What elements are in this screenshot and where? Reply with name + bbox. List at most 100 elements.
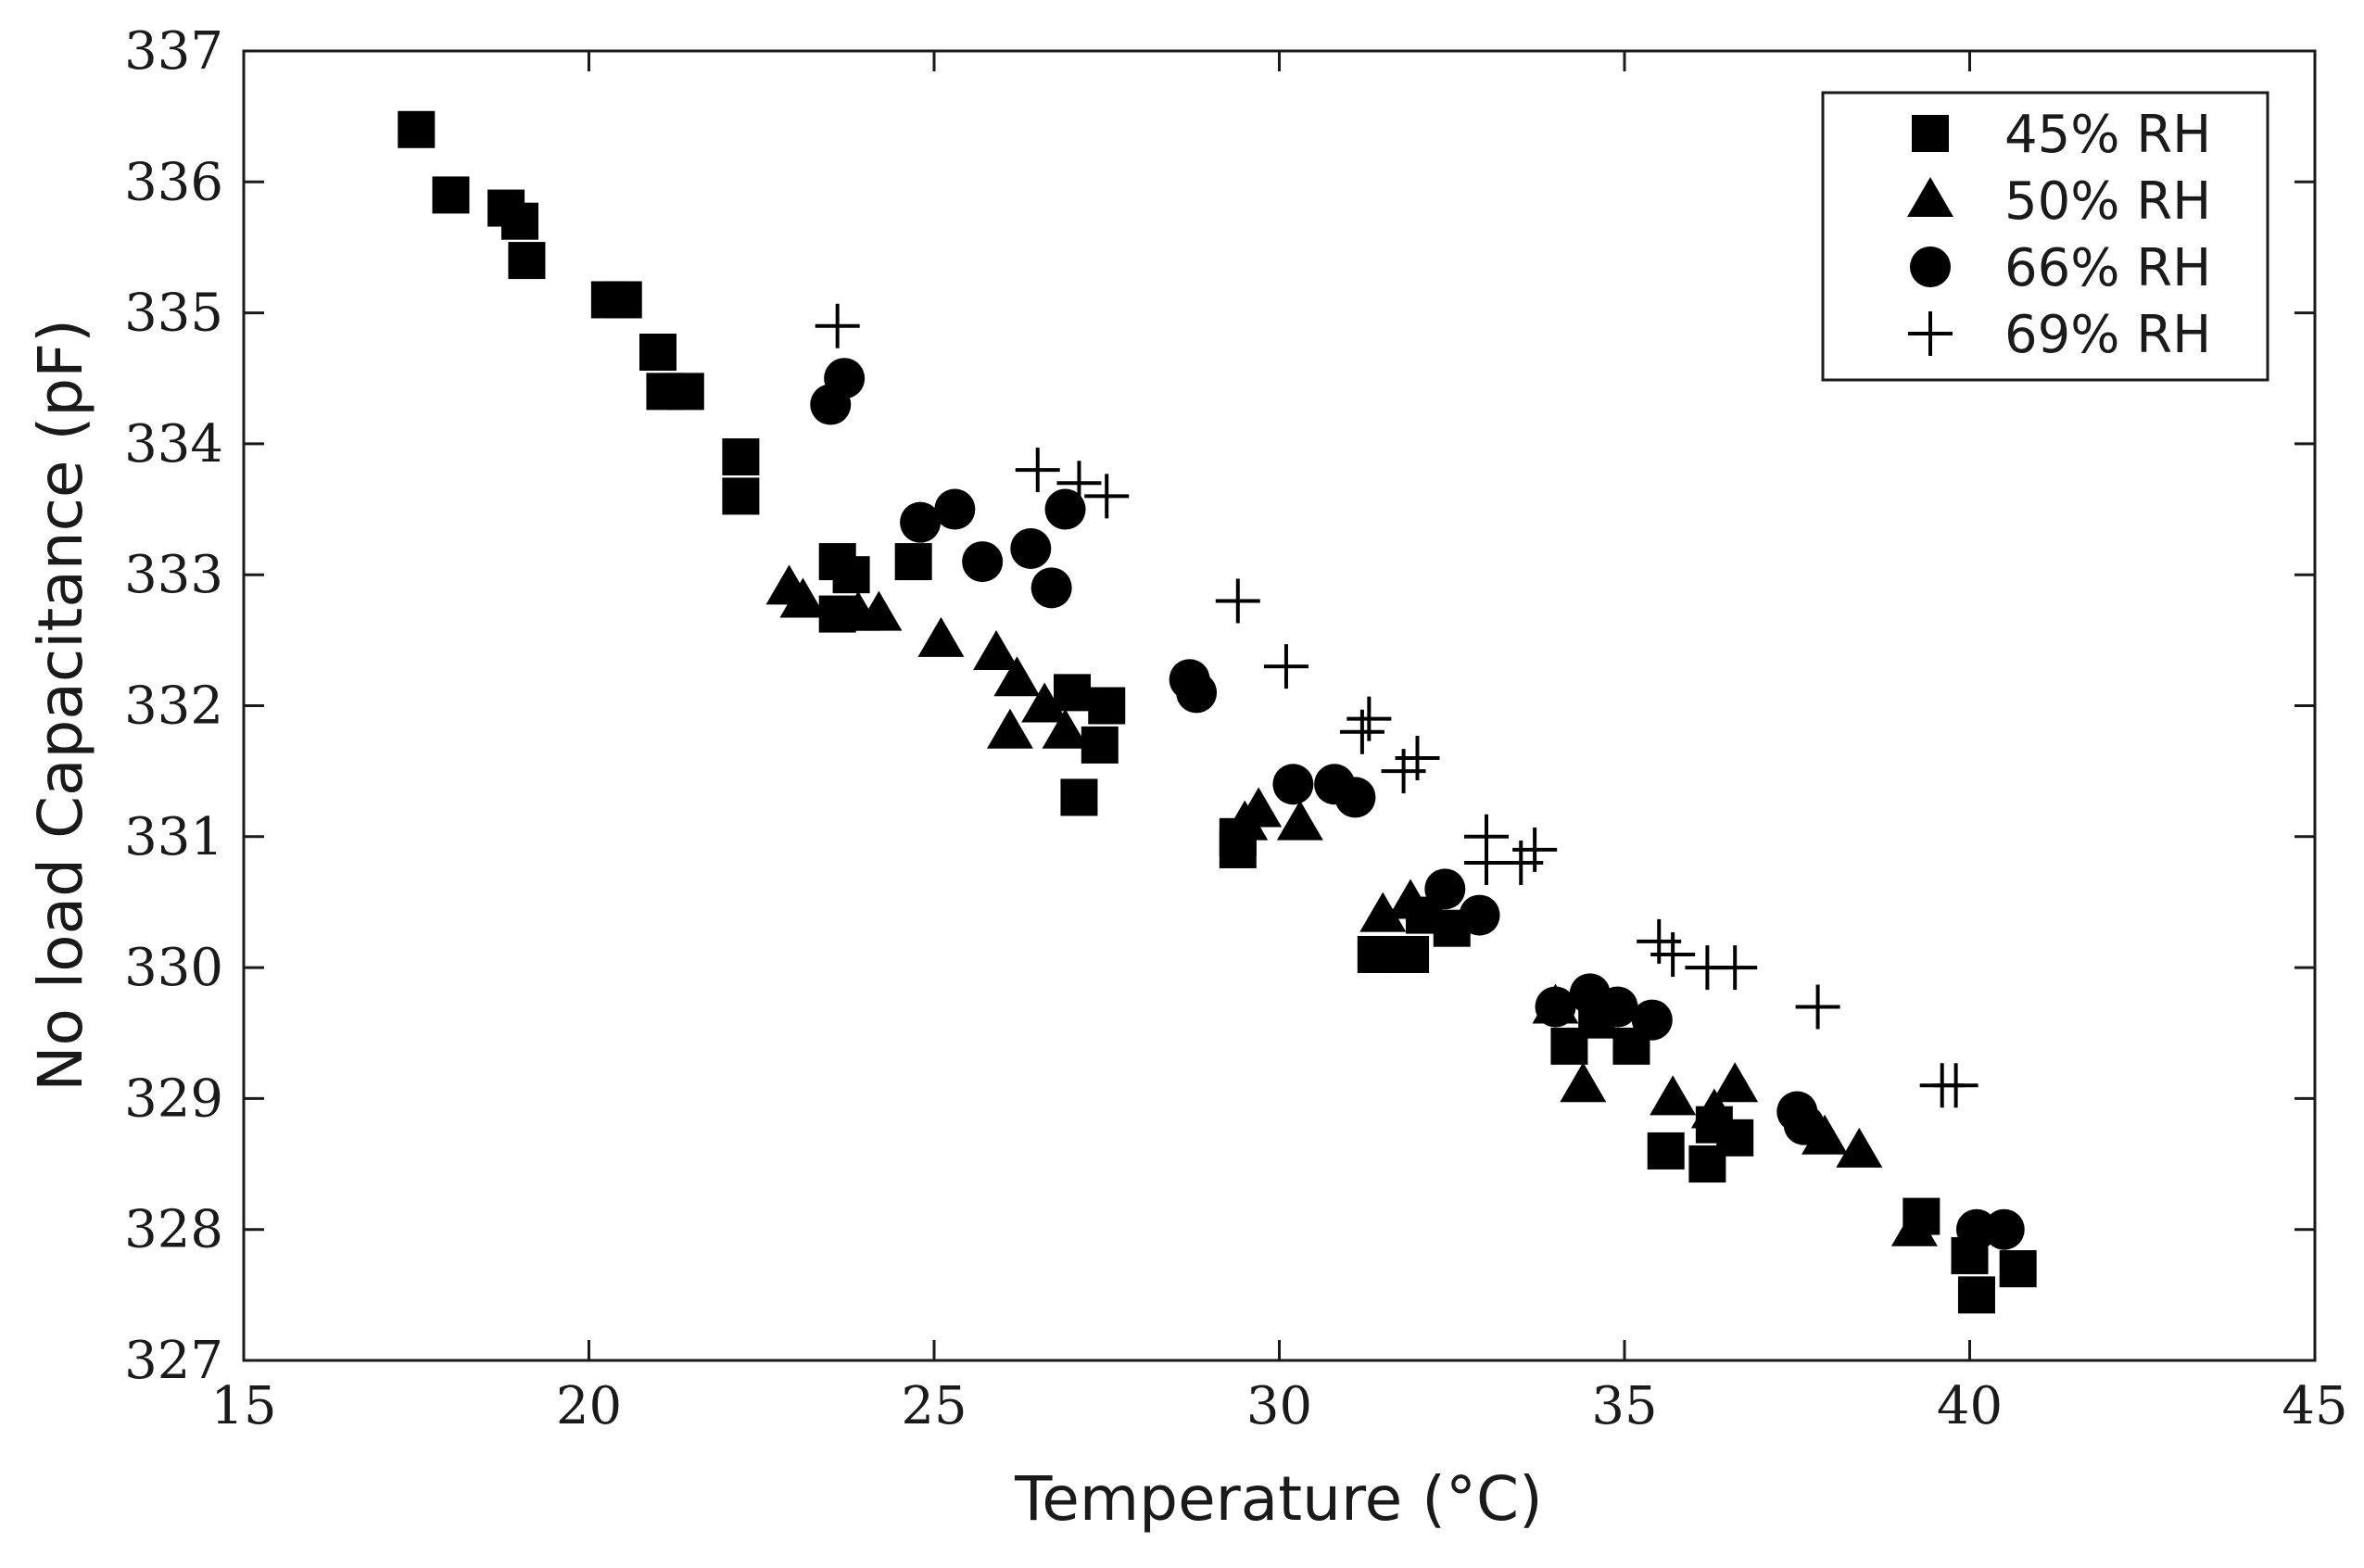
data-point-triangle [779, 577, 827, 618]
data-point-triangle [1712, 1062, 1759, 1103]
data-point-triangle [1890, 1206, 1938, 1246]
data-point-plus [1015, 448, 1060, 493]
data-point-plus [1346, 696, 1392, 741]
data-point-triangle [1650, 1075, 1697, 1116]
data-point-circle [1983, 1208, 2025, 1250]
data-point-square [508, 242, 546, 280]
data-point-square [1357, 935, 1395, 973]
x-tick-label: 20 [556, 1376, 622, 1436]
legend-marker-circle [1910, 247, 1951, 287]
legend: 45% RH 50% RH 66% RH 69% RH [1821, 91, 2269, 382]
data-point-square [666, 373, 704, 411]
data-point-circle [1535, 986, 1576, 1028]
data-point-square [432, 176, 470, 214]
data-point-triangle [1235, 787, 1283, 828]
legend-label-45: 45% RH [2004, 105, 2211, 165]
data-point-plus [1795, 984, 1840, 1030]
plot-frame [242, 49, 2317, 1362]
data-point-circle [1010, 527, 1052, 569]
data-points [398, 110, 2037, 1314]
data-point-circle [1176, 672, 1218, 714]
legend-marker-square [1912, 115, 1949, 152]
data-point-square [894, 543, 932, 581]
data-point-plus [1512, 827, 1558, 872]
data-point-square [722, 477, 760, 515]
data-point-plus [1933, 1063, 1978, 1108]
data-point-square [1060, 778, 1098, 816]
data-point-square [604, 281, 642, 319]
data-point-plus [1056, 461, 1102, 506]
y-tick-label: 335 [124, 284, 223, 344]
x-tick-label: 45 [2282, 1376, 2347, 1436]
legend-box [1821, 91, 2269, 382]
data-point-triangle [1801, 1114, 1849, 1155]
y-tick-label: 334 [124, 414, 223, 474]
data-point-square [1088, 687, 1126, 725]
legend-markers [1907, 115, 1953, 356]
data-point-triangle [1560, 1062, 1607, 1103]
y-tick-label: 329 [124, 1069, 223, 1129]
data-point-triangle [1042, 708, 1089, 749]
y-tick-label: 332 [124, 677, 223, 737]
data-point-plus [1263, 644, 1308, 689]
data-point-square [1392, 935, 1430, 973]
data-point-square [398, 110, 436, 148]
data-point-triangle [986, 708, 1033, 749]
data-point-circle [1459, 894, 1500, 936]
data-point-square [1054, 674, 1091, 712]
y-tick-label: 337 [124, 21, 223, 82]
x-tick-label: 35 [1591, 1376, 1657, 1436]
data-point-circle [900, 501, 942, 543]
data-point-square [1957, 1276, 1995, 1314]
legend-label-69: 69% RH [2004, 305, 2211, 365]
data-point-triangle [973, 629, 1020, 670]
data-point-circle [1783, 1104, 1825, 1145]
data-point-triangle [1021, 682, 1068, 723]
legend-label-66: 66% RH [2004, 238, 2211, 298]
data-point-square [832, 556, 870, 594]
data-point-triangle [1276, 800, 1323, 841]
x-tick-label: 15 [210, 1376, 276, 1436]
y-tick-label: 330 [124, 938, 223, 998]
data-point-circle [962, 541, 1004, 583]
data-point-plus [1395, 736, 1440, 781]
y-tick-label: 328 [124, 1200, 223, 1260]
x-tick-label: 25 [901, 1376, 967, 1436]
data-point-triangle [1836, 1127, 1883, 1168]
data-point-triangle [1690, 1088, 1738, 1129]
data-point-triangle [1387, 879, 1435, 919]
data-point-circle [1631, 999, 1673, 1041]
x-tick-label: 30 [1246, 1376, 1312, 1436]
data-point-plus [1650, 931, 1696, 977]
axis-ticks: 15 20 25 30 35 40 45 327 328 329 330 331 332 333 334 33… [124, 21, 2348, 1436]
data-point-square [639, 333, 676, 371]
data-point-square [501, 202, 538, 240]
data-point-circle [1044, 488, 1086, 530]
data-point-square [1999, 1250, 2037, 1288]
legend-marker-plus [1908, 311, 1953, 356]
y-tick-label: 327 [124, 1331, 223, 1391]
data-point-circle [1597, 986, 1638, 1028]
data-point-circle [1424, 868, 1466, 910]
x-tick-label: 40 [1937, 1376, 2003, 1436]
data-point-plus [1713, 945, 1758, 991]
data-point-plus [1339, 709, 1384, 754]
legend-marker-triangle [1907, 177, 1953, 217]
data-point-circle [1334, 777, 1376, 818]
y-tick-label: 336 [124, 152, 223, 212]
y-axis-title: No load Capacitance (pF) [25, 319, 96, 1092]
y-tick-label: 333 [124, 545, 223, 605]
data-point-plus [1084, 474, 1130, 519]
x-axis-title: Temperature (°C) [1014, 1463, 1543, 1535]
data-point-plus [1215, 578, 1260, 624]
data-point-square [1647, 1132, 1685, 1170]
legend-label-50: 50% RH [2004, 171, 2211, 232]
data-point-square [722, 438, 760, 476]
data-point-triangle [855, 590, 903, 631]
data-point-triangle [917, 616, 965, 657]
data-point-triangle [993, 656, 1041, 697]
data-point-circle [1030, 567, 1072, 609]
data-point-circle [1272, 764, 1314, 805]
data-point-circle [934, 488, 976, 530]
